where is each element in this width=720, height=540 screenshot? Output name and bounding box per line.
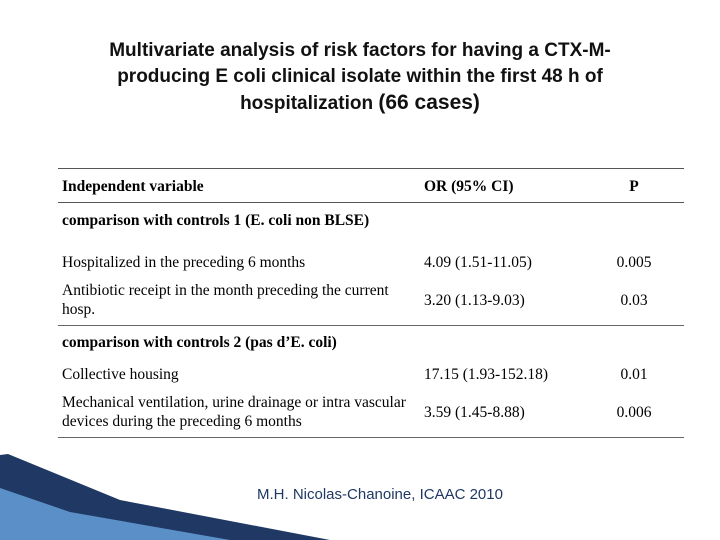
row-p-value: 0.03 <box>620 292 648 309</box>
row-variable: Collective housing <box>62 366 179 383</box>
slide-title: Multivariate analysis of risk factors fo… <box>60 38 660 117</box>
group-label-controls-1: comparison with controls 1 (E. coli non … <box>62 212 370 229</box>
source-credit: M.H. Nicolas-Chanoine, ICAAC 2010 <box>257 486 503 503</box>
table-row: Hospitalized in the preceding 6 months 4… <box>58 247 684 277</box>
row-variable: Hospitalized in the preceding 6 months <box>62 254 306 271</box>
title-line-3-text: hospitalization <box>240 93 379 114</box>
row-p-value: 0.005 <box>616 254 652 271</box>
title-line-3: hospitalization (66 cases) <box>60 90 660 117</box>
row-odds-ratio: 3.20 (1.13-9.03) <box>424 292 525 309</box>
row-odds-ratio: 17.15 (1.93-152.18) <box>424 366 548 383</box>
row-variable: Mechanical ventilation, urine drainage o… <box>62 394 406 430</box>
row-variable: Antibiotic receipt in the month precedin… <box>62 282 389 318</box>
decoration-light-band <box>0 488 230 540</box>
group-label-controls-2: comparison with controls 2 (pas d’E. col… <box>62 334 337 351</box>
row-odds-ratio: 3.59 (1.45-8.88) <box>424 404 525 421</box>
header-independent-variable: Independent variable <box>62 178 204 195</box>
group-row-controls-2: comparison with controls 2 (pas d’E. col… <box>58 326 684 359</box>
table-row: Collective housing 17.15 (1.93-152.18) 0… <box>58 359 684 389</box>
row-odds-ratio: 4.09 (1.51-11.05) <box>424 254 532 271</box>
group-row-controls-1: comparison with controls 1 (E. coli non … <box>58 203 684 247</box>
slide-decoration-swoosh <box>0 454 330 540</box>
title-line-1: Multivariate analysis of risk factors fo… <box>109 40 611 61</box>
row-p-value: 0.006 <box>616 404 652 421</box>
header-p-value: P <box>629 178 639 195</box>
row-p-value: 0.01 <box>620 366 648 383</box>
title-line-2: producing E coli clinical isolate within… <box>117 66 603 87</box>
title-cases-count: (66 cases) <box>378 91 480 114</box>
table-row: Antibiotic receipt in the month precedin… <box>58 277 684 326</box>
table-header-row: Independent variable OR (95% CI) P <box>58 168 684 203</box>
risk-factor-table: Independent variable OR (95% CI) P compa… <box>58 168 684 438</box>
header-odds-ratio: OR (95% CI) <box>424 178 514 195</box>
table-row: Mechanical ventilation, urine drainage o… <box>58 389 684 438</box>
